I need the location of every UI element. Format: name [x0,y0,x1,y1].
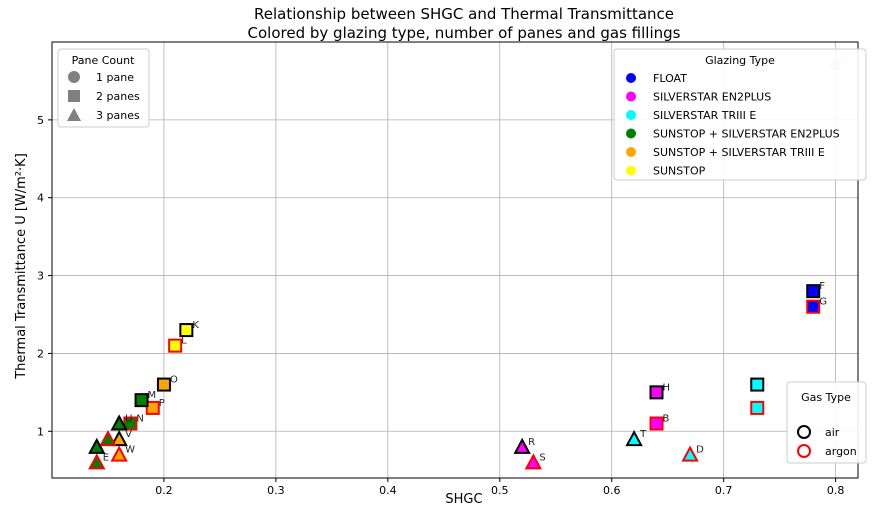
legend-glazing-type-item: SILVERSTAR TRIII E [653,109,756,122]
y-tick-label: 3 [37,270,44,283]
point-label: K [192,320,199,331]
data-point [750,377,765,392]
x-tick-label: 0.2 [155,484,173,497]
legend-gas-type: Gas Type air argon [786,381,867,464]
legend-glazing-type-item: SUNSTOP + SILVERSTAR TRIII E [653,146,825,159]
data-point [99,429,117,447]
legend-glazing-type-item: SUNSTOP [653,165,706,178]
legend-pane-count-item-1: 1 pane [96,71,134,84]
air-ring-icon [797,425,811,439]
point-label: F [819,281,825,292]
legend-glazing-type: Glazing Type FLOAT SILVERSTAR EN2PLUS SILV… [613,48,867,181]
legend-gas-type-item-air: air [825,426,840,439]
y-tick-label: 4 [37,192,44,205]
data-point [649,416,664,431]
y-axis-label: Thermal Transmittance U [W/m²·K] [14,153,29,380]
data-point [88,437,106,454]
point-label: S [539,452,545,463]
legend-gas-type-title: Gas Type [801,391,851,404]
data-point [806,299,821,314]
data-point [649,385,664,400]
x-tick-label: 0.6 [603,484,621,497]
point-label: R [528,437,535,448]
y-tick-label: 2 [37,347,44,360]
glazing-color-swatch [626,165,636,176]
point-label: B [663,414,670,425]
data-point [168,338,183,353]
point-label: M [148,390,157,401]
data-point [134,393,149,408]
axis-ticks: 0.2 0.3 0.4 0.5 0.6 0.7 0.8 1 2 3 4 5 [37,114,844,497]
data-point [156,377,171,392]
data-point [110,445,128,462]
legend-pane-count-item-3: 3 panes [96,109,140,122]
legend-gas-type-item-argon: argon [825,445,857,458]
point-label: U [125,414,132,425]
x-axis-label: SHGC [445,492,482,507]
x-tick-label: 0.4 [379,484,397,497]
legend-glazing-type-item: SILVERSTAR EN2PLUS [653,91,771,104]
point-label: T [639,429,647,440]
point-label: L [181,336,187,347]
chart-title: Relationship between SHGC and Thermal Tr… [254,5,674,23]
data-point [681,445,699,462]
chart-subtitle: Colored by glazing type, number of panes… [248,24,681,42]
y-tick-label: 1 [37,425,44,438]
legend-pane-count: Pane Count 1 pane 2 panes 3 panes [57,48,150,128]
x-tick-label: 0.5 [491,484,509,497]
data-point [524,453,543,470]
point-label: G [819,297,827,308]
data-point [750,400,765,415]
data-point [179,323,194,338]
triangle-marker-icon [67,108,81,121]
y-tick-label: 5 [37,114,44,127]
x-tick-label: 0.7 [715,484,733,497]
data-point [145,400,160,415]
data-point [806,284,821,299]
x-tick-label: 0.3 [267,484,285,497]
point-label: P [159,398,165,409]
x-tick-label: 0.8 [827,484,845,497]
data-point [513,437,531,454]
point-label: N [136,414,143,425]
circle-marker-icon [68,71,80,83]
point-label: H [663,382,671,393]
data-point [110,429,128,447]
glazing-color-swatch [626,147,636,157]
point-label: O [170,375,178,386]
point-label: D [696,445,704,456]
glazing-color-swatch [626,91,636,102]
legend-pane-count-title: Pane Count [72,54,135,67]
point-label: W [125,445,135,456]
argon-ring-icon [797,444,811,458]
glazing-color-swatch [626,73,636,83]
legend-glazing-type-item: FLOAT [653,72,687,85]
glazing-color-swatch [626,128,636,139]
point-label: E [103,452,109,463]
plot-area-frame [51,41,859,479]
glazing-color-swatch [626,110,636,120]
square-marker-icon [68,90,80,102]
legend-glazing-type-item: SUNSTOP + SILVERSTAR EN2PLUS [653,128,840,141]
data-point [110,414,128,431]
legend-glazing-type-title: Glazing Type [705,54,775,67]
data-point [88,453,106,470]
data-point [625,429,643,447]
point-label: V [125,429,132,440]
data-point [123,416,138,431]
legend-pane-count-item-2: 2 panes [96,90,140,103]
